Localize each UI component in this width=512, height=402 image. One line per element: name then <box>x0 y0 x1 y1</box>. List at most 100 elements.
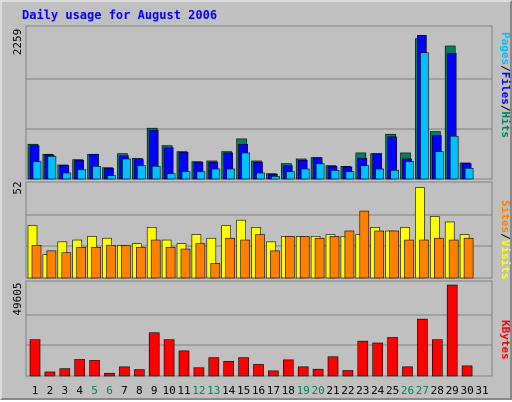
bottom-bar-kbytes-day-13 <box>208 357 220 377</box>
x-tick-label-day-20: 20 <box>311 384 324 397</box>
bottom-bar-kbytes-day-21 <box>327 356 339 377</box>
top-bar-pages-day-28 <box>434 151 444 180</box>
bottom-bar-kbytes-day-25 <box>387 337 398 377</box>
top-legend-item-5: Hits <box>499 112 512 139</box>
middle-bar-sites-day-24 <box>374 230 385 279</box>
middle-bar-sites-day-4 <box>76 246 86 279</box>
middle-bar-sites-day-7 <box>121 245 131 279</box>
bottom-bar-kbytes-day-17 <box>268 370 279 377</box>
top-bar-pages-day-23 <box>360 165 370 180</box>
middle-bar-sites-day-20 <box>314 237 325 279</box>
bottom-ymax-label: 49605 <box>11 282 24 315</box>
middle-bar-sites-day-2 <box>46 250 57 279</box>
bottom-bar-kbytes-day-2 <box>44 371 56 377</box>
bottom-bar-kbytes-day-12 <box>193 367 205 377</box>
bottom-bar-kbytes-day-1 <box>29 339 41 377</box>
x-tick-label-day-30: 30 <box>460 384 473 397</box>
middle-bar-sites-day-1 <box>31 245 42 279</box>
middle-bar-sites-day-27 <box>419 239 429 279</box>
x-tick-label-day-31: 31 <box>475 384 488 397</box>
bottom-bar-kbytes-day-26 <box>402 366 413 377</box>
bottom-legend-item-1: KBytes <box>499 320 512 360</box>
bottom-bar-kbytes-day-23 <box>357 340 369 377</box>
bottom-bar-kbytes-day-28 <box>431 339 443 377</box>
top-bar-pages-day-5 <box>92 165 101 180</box>
middle-bar-sites-day-13 <box>210 263 221 279</box>
bottom-bar-kbytes-day-7 <box>119 366 130 377</box>
top-bar-pages-day-14 <box>226 168 235 180</box>
middle-bar-sites-day-12 <box>195 243 206 279</box>
x-tick-label-day-14: 14 <box>222 384 236 397</box>
bottom-bar-kbytes-day-19 <box>297 366 309 377</box>
middle-bar-sites-day-3 <box>61 252 72 279</box>
x-tick-label-day-21: 21 <box>326 384 339 397</box>
top-bar-pages-day-15 <box>241 152 250 180</box>
x-tick-label-day-15: 15 <box>237 384 250 397</box>
middle-bar-sites-day-26 <box>404 239 414 279</box>
top-bar-pages-day-8 <box>137 165 146 180</box>
bottom-bar-kbytes-day-24 <box>372 342 384 377</box>
x-tick-label-day-19: 19 <box>297 384 310 397</box>
top-legend-item-4: / <box>499 105 512 112</box>
top-grid <box>26 78 492 130</box>
bottom-bar-kbytes-day-27 <box>417 318 428 377</box>
middle-legend-item-1: Sites <box>499 200 512 233</box>
middle-bar-sites-day-9 <box>150 239 161 279</box>
top-legend-item-2: / <box>499 65 512 72</box>
top-legend: Pages/Files/Hits <box>499 32 512 138</box>
top-panel-bg <box>25 25 493 180</box>
x-tick-label-day-18: 18 <box>282 384 295 397</box>
x-tick-label-day-16: 16 <box>252 384 265 397</box>
x-tick-label-day-9: 9 <box>151 384 158 397</box>
x-tick-label-day-1: 1 <box>32 384 39 397</box>
middle-bar-sites-day-25 <box>389 230 399 279</box>
top-bar-pages-day-27 <box>420 52 429 180</box>
bottom-bar-kbytes-day-30 <box>461 365 473 377</box>
top-bar-pages-day-2 <box>47 155 57 180</box>
middle-bar-sites-day-21 <box>329 236 340 279</box>
top-bar-pages-day-9 <box>151 165 161 180</box>
top-bar-pages-day-21 <box>330 170 340 180</box>
middle-ymax-label: 52 <box>11 181 24 194</box>
bottom-bar-kbytes-day-29 <box>446 284 458 377</box>
x-tick-label-day-29: 29 <box>446 384 459 397</box>
bottom-bar-kbytes-day-14 <box>223 361 234 377</box>
x-tick-label-day-27: 27 <box>416 384 429 397</box>
x-tick-label-day-28: 28 <box>431 384 444 397</box>
top-bar-pages-day-24 <box>375 168 385 180</box>
middle-bar-sites-day-6 <box>106 245 116 279</box>
x-tick-label-day-4: 4 <box>76 384 83 397</box>
bottom-grid <box>26 314 492 346</box>
middle-bar-sites-day-8 <box>136 246 146 279</box>
middle-bar-sites-day-5 <box>91 246 101 279</box>
x-tick-label-day-22: 22 <box>341 384 354 397</box>
bottom-panel-bg <box>25 280 493 377</box>
x-tick-label-day-6: 6 <box>106 384 113 397</box>
top-bar-pages-day-30 <box>464 168 474 180</box>
top-bar-pages-day-19 <box>300 168 310 180</box>
bottom-bar-kbytes-day-22 <box>342 370 354 377</box>
bottom-bar-kbytes-day-10 <box>163 339 175 377</box>
top-bar-pages-day-25 <box>390 170 399 180</box>
bottom-legend: KBytes <box>499 320 512 360</box>
middle-bar-sites-day-22 <box>344 230 355 279</box>
middle-bar-sites-day-10 <box>165 246 176 279</box>
bottom-bar-kbytes-day-15 <box>238 357 249 377</box>
x-axis-day-labels: 1 2 3 4 5 6 7 8 9 10 11 12 13 14 15 16 17 18 19 20 21 22 23 24 2… <box>32 384 489 397</box>
middle-bar-sites-day-29 <box>448 239 459 279</box>
top-ymax-label: 2259 <box>11 29 24 56</box>
chart-title: Daily usage for August 2006 <box>22 8 217 22</box>
top-bar-pages-day-13 <box>211 168 221 180</box>
bottom-bar-kbytes-day-20 <box>312 368 324 377</box>
top-bar-pages-day-7 <box>122 158 131 180</box>
middle-legend-item-2: / <box>499 233 512 240</box>
x-tick-label-day-24: 24 <box>371 384 385 397</box>
top-bar-pages-day-12 <box>196 171 206 180</box>
x-tick-label-day-8: 8 <box>136 384 143 397</box>
x-tick-label-day-12: 12 <box>192 384 205 397</box>
top-legend-item-3: Files <box>499 72 512 105</box>
middle-bar-sites-day-23 <box>359 210 370 279</box>
x-tick-label-day-25: 25 <box>386 384 399 397</box>
x-tick-label-day-11: 11 <box>177 384 190 397</box>
